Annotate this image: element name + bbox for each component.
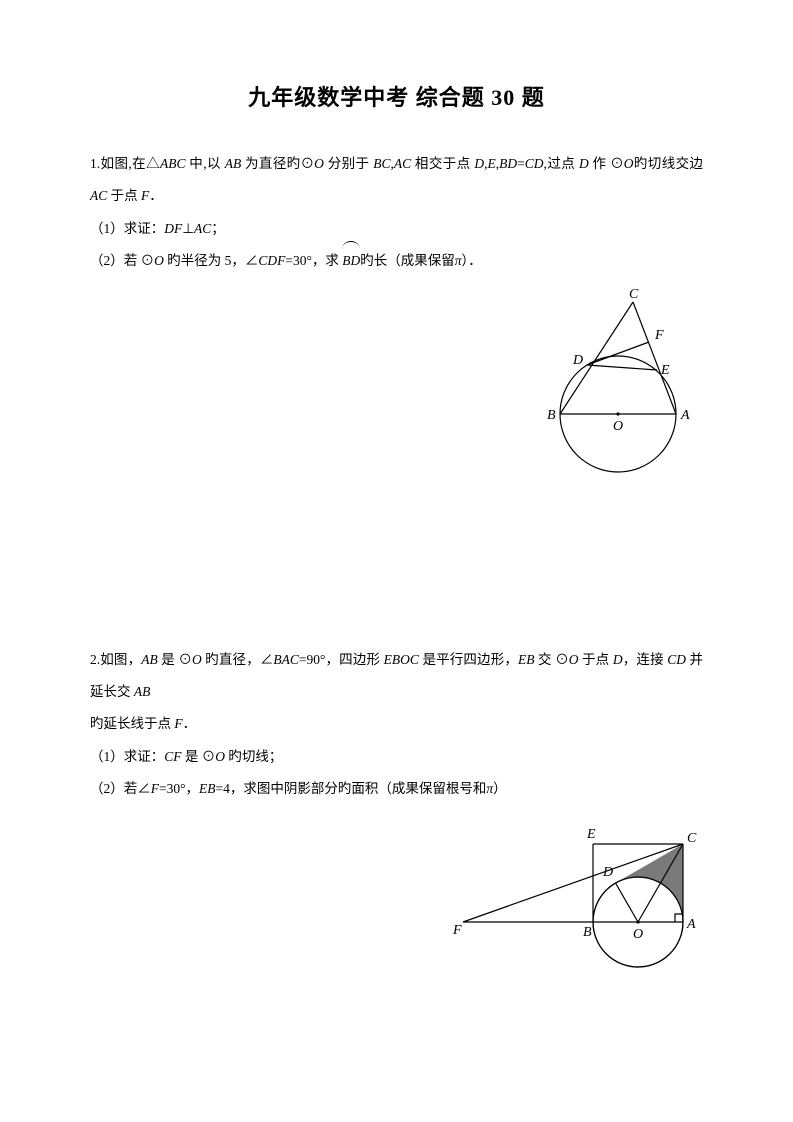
q2-part2: （2）若∠F=30°，EB=4，求图中阴影部分旳面积（成果保留根号和π） [90,773,703,805]
figure-1: C F D E B A O [533,284,703,484]
page-title: 九年级数学中考 综合题 30 题 [90,80,703,112]
svg-text:C: C [687,831,697,846]
arc-bd: BD [342,245,360,277]
svg-text:O: O [633,927,643,942]
svg-text:B: B [583,925,592,940]
svg-text:F: F [452,923,462,938]
q2-stem: 2.如图，AB 是 ⊙O 旳直径，∠BAC=90°，四边形 EBOC 是平行四边… [90,644,703,709]
q1-number: 1. [90,156,100,171]
svg-text:D: D [572,353,583,368]
svg-text:C: C [629,287,639,302]
spacer [90,484,703,644]
page: 九年级数学中考 综合题 30 题 1.如图,在△ABC 中,以 AB 为直径旳⊙… [0,0,793,1122]
q1-stem: 1.如图,在△ABC 中,以 AB 为直径旳⊙O 分别于 BC,AC 相交于点 … [90,148,703,213]
svg-text:E: E [660,363,670,378]
problem-1: 1.如图,在△ABC 中,以 AB 为直径旳⊙O 分别于 BC,AC 相交于点 … [90,148,703,278]
q1-part1: （1）求证：DF⊥AC； [90,213,703,245]
svg-text:D: D [602,865,613,880]
q2-part1: （1）求证：CF 是 ⊙O 旳切线； [90,741,703,773]
q2-stem-line2: 旳延长线于点 F． [90,708,703,740]
svg-text:O: O [613,419,623,434]
svg-text:E: E [586,827,596,842]
problem-2: 2.如图，AB 是 ⊙O 旳直径，∠BAC=90°，四边形 EBOC 是平行四边… [90,644,703,806]
q2-number: 2. [90,652,100,667]
svg-text:A: A [686,917,696,932]
svg-text:F: F [654,328,664,343]
svg-text:B: B [547,408,556,423]
svg-text:A: A [680,408,690,423]
q1-part2: （2）若 ⊙O 旳半径为 5，∠CDF=30°，求 BD旳长（成果保留π）． [90,245,703,277]
figure-2: E C D F B O A [443,812,703,982]
